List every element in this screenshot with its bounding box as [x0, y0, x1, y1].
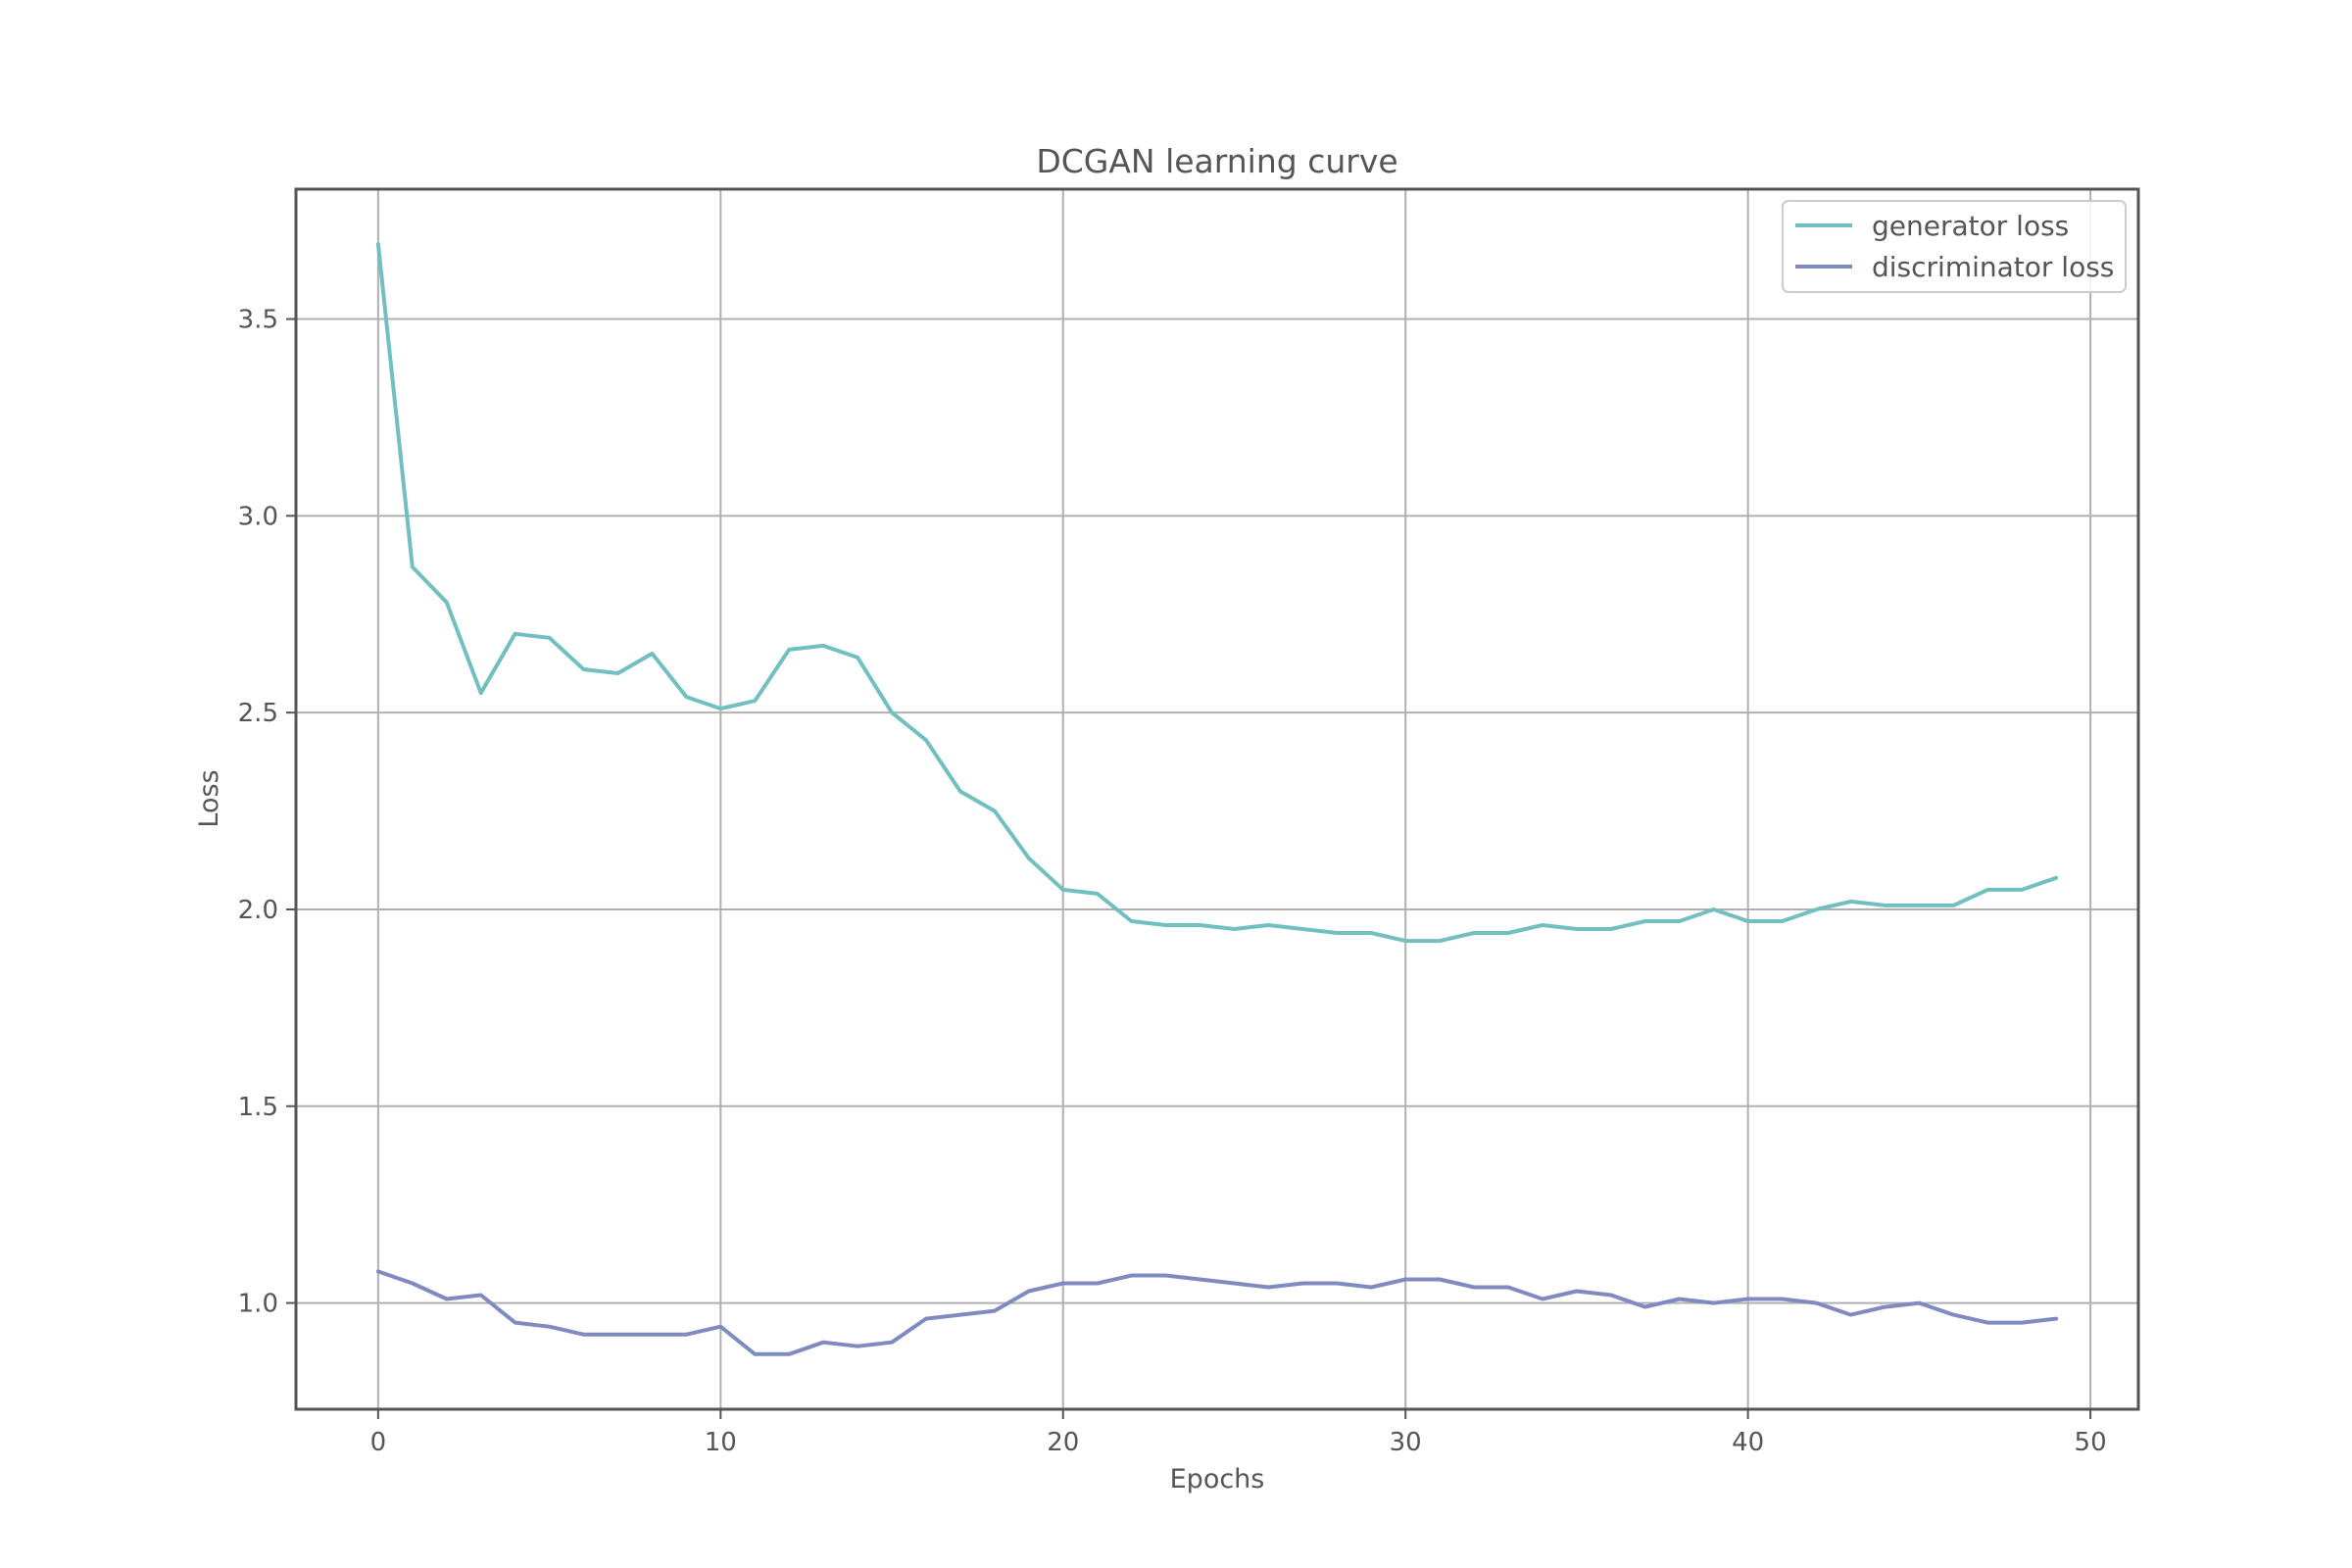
y-tick-label: 2.0	[238, 896, 278, 925]
series-line-generator-loss	[375, 242, 2059, 944]
plot-frame	[294, 187, 2140, 1411]
grid-lines	[296, 189, 2138, 1409]
y-tick-label: 1.0	[238, 1290, 278, 1319]
x-tick-label: 50	[2075, 1428, 2107, 1457]
legend-label-discriminator-loss: discriminator loss	[1872, 251, 2114, 283]
chart-title: DCGAN learning curve	[1036, 142, 1397, 180]
legend-box	[1782, 200, 2127, 293]
y-axis-label: Loss	[194, 769, 224, 827]
series-line-discriminator-loss	[375, 1269, 2059, 1356]
x-tick-label: 0	[370, 1428, 387, 1457]
y-tick-label: 3.5	[238, 306, 278, 335]
y-tick-label: 1.5	[238, 1093, 278, 1122]
x-tick-label: 10	[705, 1428, 737, 1457]
legend: generator loss discriminator loss	[1782, 200, 2127, 293]
y-tick-label: 3.0	[238, 502, 278, 531]
x-axis-label: Epochs	[1170, 1464, 1265, 1494]
legend-label-generator-loss: generator loss	[1872, 210, 2069, 242]
x-tick-label: 40	[1732, 1428, 1764, 1457]
series-lines	[375, 242, 2059, 1356]
y-tick-label: 2.5	[238, 699, 278, 728]
x-tick-label: 30	[1390, 1428, 1422, 1457]
axis-ticks: 0 10 20 30 40 50 1.0 1.5 2.0 2.5 3.0 3.5	[238, 306, 2107, 1457]
x-tick-label: 20	[1047, 1428, 1079, 1457]
